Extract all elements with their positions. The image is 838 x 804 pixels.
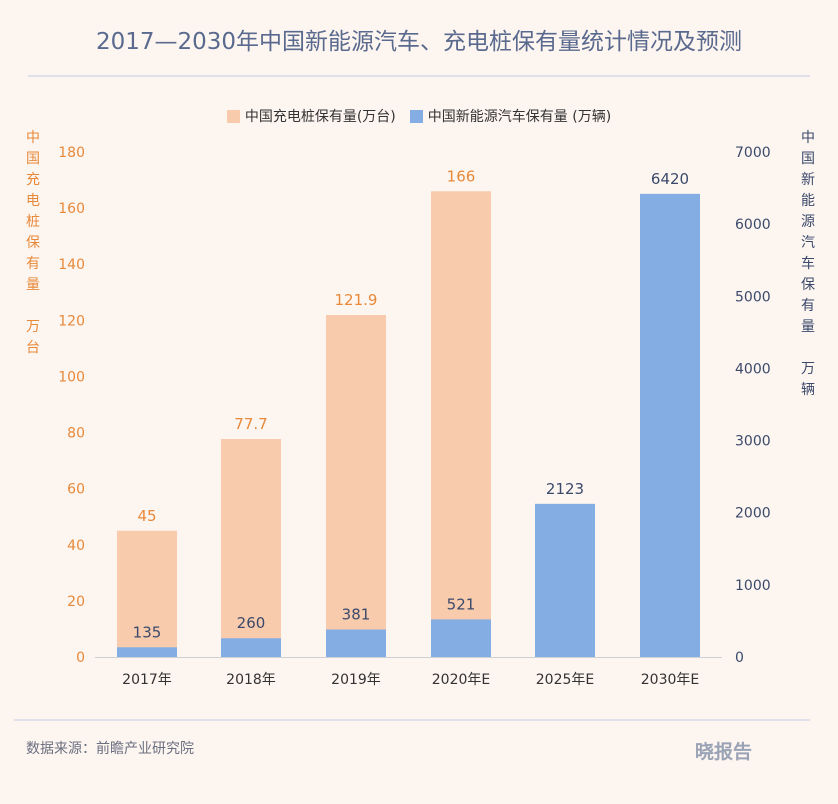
data-label-chargers: 77.7 [234, 415, 267, 433]
x-tick-label: 2018年 [226, 672, 276, 688]
x-tick-label: 2025年E [536, 672, 594, 688]
bar-vehicles [326, 629, 386, 657]
bar-vehicles [535, 503, 595, 657]
bar-vehicles [221, 638, 281, 657]
legend-swatch [226, 109, 240, 123]
brand-logo: 晓报告 [695, 741, 753, 763]
left-tick-label: 160 [58, 201, 85, 217]
right-tick-label: 5000 [735, 289, 771, 305]
data-label-chargers: 121.9 [335, 291, 378, 309]
legend-label: 中国新能源汽车保有量 (万辆) [427, 109, 612, 125]
data-label-vehicles: 2123 [546, 480, 584, 498]
source-note: 数据来源：前瞻产业研究院 [26, 741, 194, 757]
left-tick-label: 40 [67, 538, 85, 554]
legend-item-chargers: 中国充电桩保有量(万台) [226, 106, 396, 126]
data-label-vehicles: 381 [342, 606, 371, 624]
x-tick-label: 2017年 [122, 672, 172, 688]
data-label-vehicles: 260 [237, 614, 266, 632]
left-tick-label: 100 [58, 369, 85, 385]
x-tick-label: 2019年 [331, 672, 381, 688]
bar-vehicles [640, 193, 700, 658]
data-label-vehicles: 521 [447, 595, 476, 613]
x-tick-label: 2030年E [641, 672, 699, 688]
left-tick-label: 180 [58, 145, 85, 161]
left-tick-label: 60 [67, 482, 85, 498]
legend-swatch [409, 109, 423, 123]
right-tick-label: 3000 [735, 434, 771, 450]
right-axis-title: 中国新能源汽车保有量 万辆 [801, 130, 815, 398]
bar-chargers [431, 191, 491, 657]
data-label-vehicles: 135 [133, 623, 162, 641]
right-tick-label: 1000 [735, 578, 771, 594]
left-tick-label: 140 [58, 257, 85, 273]
left-tick-label: 80 [67, 426, 85, 442]
legend: 中国充电桩保有量(万台) 中国新能源汽车保有量 (万辆) [0, 106, 838, 126]
data-label-vehicles: 6420 [651, 170, 689, 188]
left-tick-label: 0 [76, 650, 85, 666]
left-axis-title: 中国充电桩保有量 万台 [26, 130, 40, 356]
data-label-chargers: 45 [137, 507, 156, 525]
data-label-chargers: 166 [447, 167, 476, 185]
bar-chargers [221, 439, 281, 657]
legend-item-vehicles: 中国新能源汽车保有量 (万辆) [409, 106, 612, 126]
x-tick-label: 2020年E [432, 672, 490, 688]
footer-divider [14, 719, 810, 721]
left-tick-label: 20 [67, 594, 85, 610]
bar-chargers [326, 315, 386, 657]
right-tick-label: 4000 [735, 361, 771, 377]
legend-label: 中国充电桩保有量(万台) [244, 109, 396, 125]
right-tick-label: 2000 [735, 506, 771, 522]
chart-title: 2017—2030年中国新能源汽车、充电桩保有量统计情况及预测 [95, 29, 743, 55]
bar-chargers [117, 530, 177, 657]
title-divider [28, 75, 810, 77]
right-tick-label: 7000 [735, 145, 771, 161]
bar-vehicles [117, 647, 177, 657]
right-tick-label: 0 [735, 650, 744, 666]
bar-vehicles [431, 619, 491, 657]
right-tick-label: 6000 [735, 217, 771, 233]
left-tick-label: 120 [58, 313, 85, 329]
